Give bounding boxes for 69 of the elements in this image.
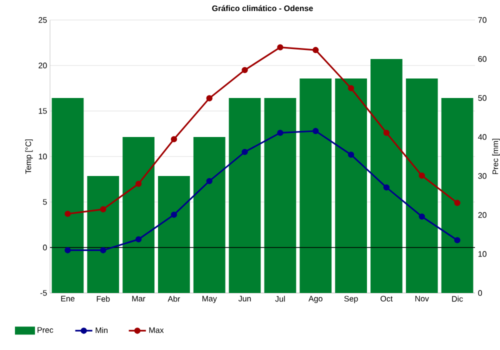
bar bbox=[228, 98, 261, 293]
point bbox=[312, 128, 319, 134]
point bbox=[454, 200, 460, 206]
y-tick-label: 20 bbox=[38, 62, 47, 68]
point bbox=[348, 85, 354, 92]
y2-tick-label: 30 bbox=[478, 173, 486, 179]
x-tick-label: Ene bbox=[61, 296, 74, 302]
legend-label: Prec bbox=[38, 327, 54, 333]
y2-tick-label: 0 bbox=[478, 290, 482, 296]
bar bbox=[87, 176, 120, 293]
bar bbox=[441, 98, 474, 293]
x-tick-label: Jun bbox=[238, 296, 251, 302]
x-tick-label: Sep bbox=[344, 296, 358, 304]
bar bbox=[122, 136, 154, 293]
point bbox=[383, 130, 390, 136]
x-tick-label: Dic bbox=[452, 296, 463, 302]
y2-tick-label: 50 bbox=[478, 95, 486, 101]
y-tick-label: 0 bbox=[43, 244, 47, 250]
bar bbox=[300, 78, 332, 293]
x-tick-label: Mar bbox=[132, 296, 146, 302]
y-tick-label: 15 bbox=[38, 108, 47, 114]
point bbox=[383, 184, 390, 191]
point bbox=[206, 95, 212, 102]
point bbox=[206, 178, 212, 184]
x-tick-label: Oct bbox=[380, 296, 393, 302]
bar bbox=[264, 98, 296, 293]
point bbox=[100, 206, 106, 212]
point bbox=[242, 66, 248, 74]
bar bbox=[158, 176, 190, 293]
point bbox=[170, 136, 178, 142]
y2-tick-label: 60 bbox=[478, 56, 486, 62]
point bbox=[135, 180, 142, 187]
y2-tick-label: 70 bbox=[478, 17, 486, 23]
bar bbox=[335, 78, 367, 293]
y2-tick-label: 10 bbox=[478, 251, 486, 257]
point bbox=[242, 148, 248, 156]
point bbox=[170, 212, 178, 218]
y-tick-label: 10 bbox=[38, 154, 47, 160]
bar bbox=[52, 98, 84, 293]
y2-tick-label: 40 bbox=[478, 134, 486, 140]
y2-tick-label: 20 bbox=[478, 212, 486, 218]
point bbox=[277, 130, 284, 136]
x-tick-label: Ago bbox=[308, 296, 322, 304]
bar bbox=[193, 136, 226, 293]
point bbox=[64, 210, 71, 217]
chart-title: Gráfico climático - Odense bbox=[212, 5, 313, 12]
point bbox=[454, 237, 460, 244]
point bbox=[348, 152, 354, 158]
legend-label: Max bbox=[149, 327, 164, 333]
y-tick-label: -5 bbox=[40, 290, 47, 296]
point bbox=[135, 236, 142, 242]
y2-axis-title: Prec [mm] bbox=[492, 138, 500, 174]
point bbox=[100, 247, 106, 254]
point bbox=[312, 46, 319, 54]
x-tick-label: Abr bbox=[168, 296, 180, 302]
y-tick-label: 5 bbox=[43, 199, 47, 205]
y-tick-label: 25 bbox=[38, 17, 47, 23]
y-axis-title: Temp [°C] bbox=[25, 139, 33, 174]
bar bbox=[406, 78, 438, 293]
point bbox=[418, 213, 425, 220]
x-tick-label: Feb bbox=[96, 296, 110, 302]
x-tick-label: Jul bbox=[275, 296, 285, 302]
x-tick-label: Nov bbox=[415, 296, 429, 302]
bar bbox=[370, 58, 402, 293]
point bbox=[277, 44, 284, 50]
point bbox=[64, 247, 71, 254]
x-tick-label: May bbox=[202, 296, 217, 304]
point bbox=[418, 172, 425, 179]
legend-label: Min bbox=[96, 327, 108, 334]
